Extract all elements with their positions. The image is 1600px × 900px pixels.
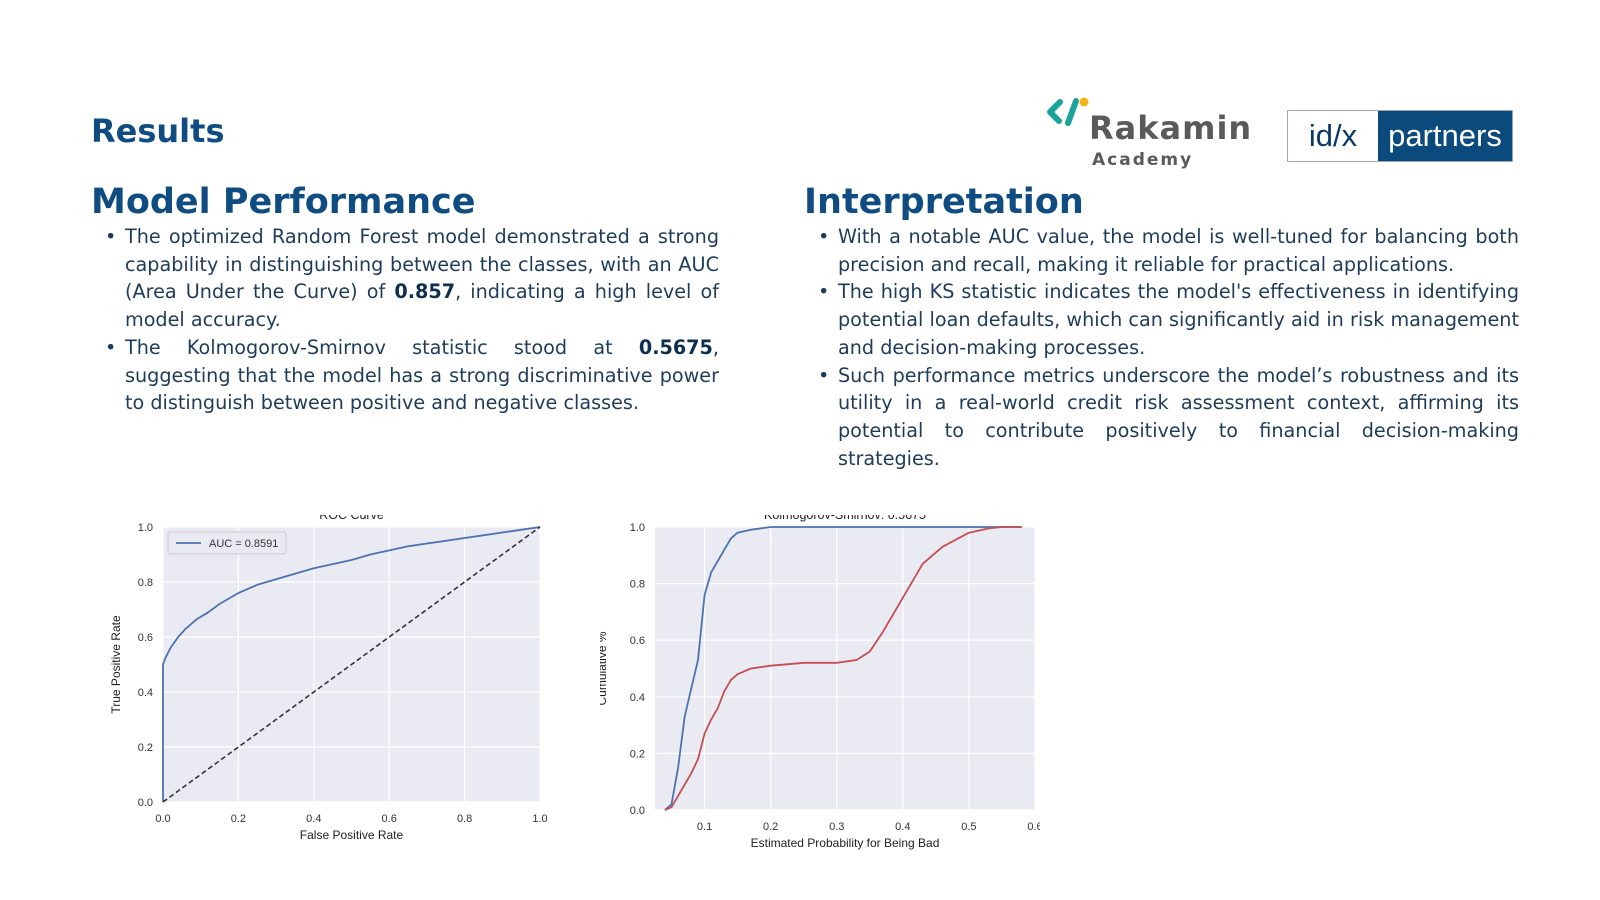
ks-value: 0.5675 — [638, 335, 713, 359]
x-tick-label: 0.5 — [961, 821, 976, 833]
rakamin-wordmark: Rakamin — [1089, 109, 1253, 147]
interpretation-list: With a notable AUC value, the model is w… — [804, 223, 1519, 472]
idx-logo-right: partners — [1378, 111, 1512, 161]
x-tick-label: 0.3 — [829, 821, 844, 833]
x-tick-label: 1.0 — [532, 813, 547, 825]
rakamin-mark-icon — [1047, 97, 1089, 126]
x-tick-label: 0.4 — [895, 821, 910, 833]
legend-box — [167, 531, 287, 555]
y-axis-label: True Positive Rate — [109, 615, 123, 714]
y-tick-label: 0.6 — [138, 632, 153, 644]
y-tick-label: 0.0 — [138, 797, 153, 809]
y-tick-label: 0.4 — [630, 692, 645, 704]
x-tick-label: 0.8 — [457, 813, 472, 825]
y-tick-label: 0.0 — [630, 805, 645, 817]
bullet-text: The Kolmogorov-Smirnov statistic stood a… — [125, 335, 639, 359]
page-title: Results — [91, 112, 225, 150]
list-item: The Kolmogorov-Smirnov statistic stood a… — [91, 334, 719, 417]
x-tick-label: 0.2 — [763, 821, 778, 833]
legend-label: AUC = 0.8591 — [209, 538, 278, 550]
chart-title: Kolmogorov-Smirnov: 0.5675 — [764, 515, 926, 522]
legend: AUC = 0.8591 — [167, 531, 287, 555]
list-item: The high KS statistic indicates the mode… — [804, 278, 1519, 361]
chart-title: ROC Curve — [319, 515, 384, 522]
x-axis-label: False Positive Rate — [300, 828, 404, 842]
model-performance-heading: Model Performance — [91, 182, 476, 222]
y-axis-label: Cumulative % — [600, 631, 609, 705]
y-tick-label: 0.8 — [138, 577, 153, 589]
idx-partners-logo: id/x partners — [1287, 110, 1513, 162]
list-item: Such performance metrics underscore the … — [804, 362, 1519, 473]
x-tick-label: 0.2 — [231, 813, 246, 825]
x-tick-label: 0.6 — [1027, 821, 1040, 833]
roc-curve-chart: 0.0 0.2 0.4 0.6 0.8 1.0 0.0 0.2 0.4 0.6 0.8 1.0 ROC … — [109, 515, 548, 842]
y-tick-label: 0.2 — [630, 748, 645, 760]
model-performance-list: The optimized Random Forest model demons… — [91, 223, 719, 417]
x-tick-label: 0.4 — [306, 813, 321, 825]
bullet-text: , indicating a high level of model accur… — [125, 280, 719, 332]
y-tick-label: 0.8 — [630, 579, 645, 591]
auc-value: 0.857 — [394, 280, 456, 304]
list-item: The optimized Random Forest model demons… — [91, 223, 719, 334]
bullet-text: , suggesting that the model has a strong… — [125, 335, 719, 415]
bullet-text: The optimized Random Forest model demons… — [125, 225, 719, 304]
series-line-0 — [162, 526, 541, 802]
ks-chart: 0.1 0.2 0.3 0.4 0.5 0.6 0.0 0.2 0.4 0.6 0.8 1.0 Kolm… — [600, 515, 1040, 850]
y-tick-label: 0.4 — [138, 687, 153, 699]
series-line-1 — [162, 526, 541, 803]
rakamin-subtitle: Academy — [1092, 150, 1194, 170]
x-axis-label: Estimated Probability for Being Bad — [751, 836, 940, 850]
rakamin-academy-logo: Rakamin Academy — [1046, 97, 1266, 173]
series-line-1 — [664, 526, 1022, 811]
series-line-0 — [664, 526, 1022, 811]
x-tick-label: 0.0 — [155, 813, 170, 825]
y-tick-label: 1.0 — [138, 522, 153, 534]
x-tick-label: 0.1 — [697, 821, 712, 833]
x-tick-label: 0.6 — [382, 813, 397, 825]
interpretation-heading: Interpretation — [804, 182, 1084, 222]
list-item: With a notable AUC value, the model is w… — [804, 223, 1519, 278]
y-tick-label: 1.0 — [630, 522, 645, 534]
y-tick-label: 0.2 — [138, 742, 153, 754]
y-tick-label: 0.6 — [630, 635, 645, 647]
plot-area — [655, 527, 1035, 810]
idx-logo-left: id/x — [1288, 111, 1378, 161]
